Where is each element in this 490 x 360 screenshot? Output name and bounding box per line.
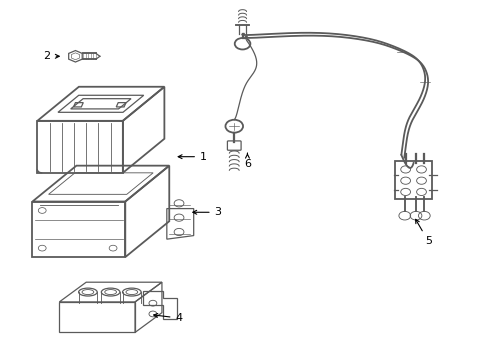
Text: 1: 1 bbox=[178, 152, 207, 162]
Text: 6: 6 bbox=[244, 153, 251, 169]
Text: 4: 4 bbox=[154, 313, 183, 323]
Text: 5: 5 bbox=[416, 219, 432, 246]
Text: 3: 3 bbox=[193, 207, 221, 217]
Text: 2: 2 bbox=[44, 51, 59, 61]
